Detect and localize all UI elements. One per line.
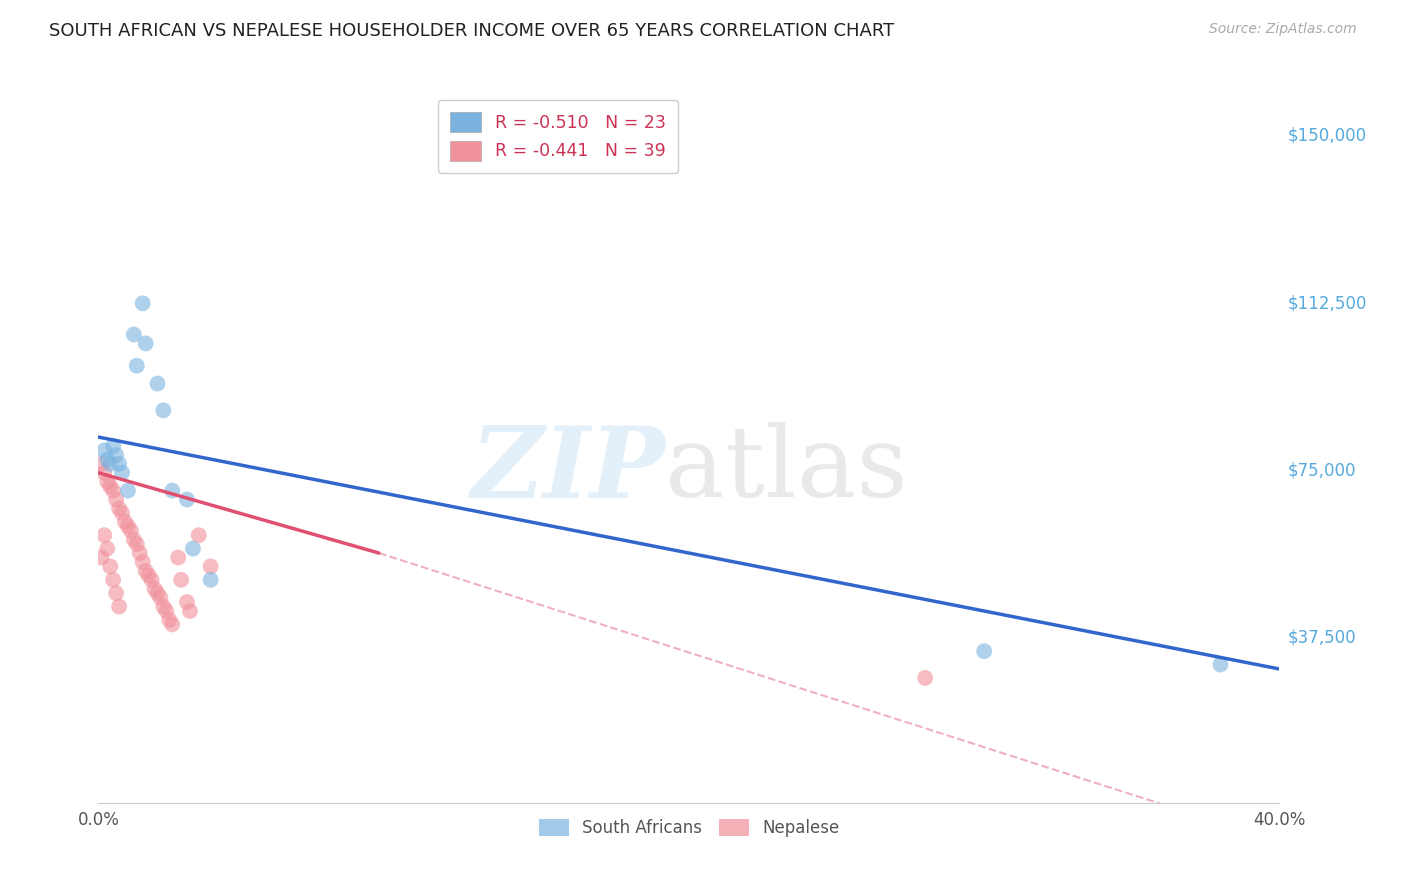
Point — [157, 613, 180, 627]
Point — [132, 296, 155, 310]
Point — [105, 492, 128, 507]
Point — [98, 479, 121, 493]
Point — [96, 475, 118, 489]
Point — [93, 466, 115, 480]
Point — [141, 573, 163, 587]
Point — [187, 528, 209, 542]
Point — [135, 564, 157, 578]
Point — [122, 533, 145, 547]
Point — [120, 524, 142, 538]
Point — [146, 376, 169, 391]
Point — [200, 573, 222, 587]
Point — [152, 599, 174, 614]
Point — [93, 443, 115, 458]
Point — [122, 327, 145, 342]
Point — [98, 559, 121, 574]
Point — [155, 604, 177, 618]
Point — [200, 559, 222, 574]
Point — [132, 555, 155, 569]
Point — [135, 336, 157, 351]
Point — [1209, 657, 1232, 672]
Text: ZIP: ZIP — [471, 422, 665, 518]
Point — [128, 546, 150, 560]
Point — [176, 595, 198, 609]
Point — [143, 582, 166, 596]
Point — [138, 568, 160, 582]
Point — [117, 483, 139, 498]
Point — [98, 457, 121, 471]
Text: Source: ZipAtlas.com: Source: ZipAtlas.com — [1209, 22, 1357, 37]
Text: atlas: atlas — [665, 423, 908, 518]
Point — [167, 550, 190, 565]
Legend: South Africans, Nepalese: South Africans, Nepalese — [530, 810, 848, 845]
Point — [108, 457, 131, 471]
Point — [179, 604, 201, 618]
Point — [93, 528, 115, 542]
Point — [103, 483, 125, 498]
Point — [176, 492, 198, 507]
Point — [111, 466, 134, 480]
Point — [181, 541, 204, 556]
Point — [162, 483, 183, 498]
Point — [162, 617, 183, 632]
Point — [152, 403, 174, 417]
Point — [90, 457, 112, 471]
Point — [96, 541, 118, 556]
Point — [103, 439, 125, 453]
Point — [117, 519, 139, 533]
Point — [114, 515, 136, 529]
Text: SOUTH AFRICAN VS NEPALESE HOUSEHOLDER INCOME OVER 65 YEARS CORRELATION CHART: SOUTH AFRICAN VS NEPALESE HOUSEHOLDER IN… — [49, 22, 894, 40]
Point — [108, 599, 131, 614]
Point — [146, 586, 169, 600]
Point — [90, 550, 112, 565]
Point — [973, 644, 995, 658]
Point — [108, 501, 131, 516]
Point — [125, 359, 148, 373]
Point — [105, 586, 128, 600]
Point — [105, 448, 128, 462]
Point — [103, 573, 125, 587]
Point — [149, 591, 172, 605]
Point — [96, 452, 118, 467]
Point — [111, 506, 134, 520]
Point — [170, 573, 193, 587]
Point — [125, 537, 148, 551]
Point — [914, 671, 936, 685]
